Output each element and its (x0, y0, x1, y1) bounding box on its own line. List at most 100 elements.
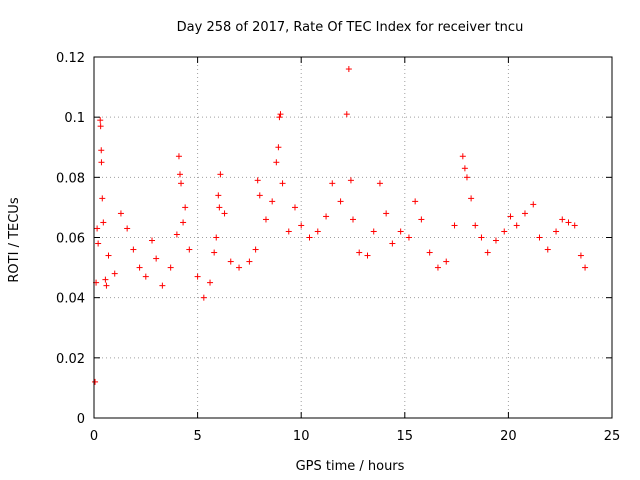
x-tick-label: 15 (397, 429, 414, 444)
data-point (175, 153, 182, 160)
data-point (182, 204, 189, 211)
chart-title: Day 258 of 2017, Rate Of TEC Index for r… (177, 20, 524, 35)
data-point (97, 123, 104, 130)
data-point (254, 177, 261, 184)
x-tick-label: 5 (193, 429, 201, 444)
data-point (97, 117, 104, 124)
data-point (364, 252, 371, 259)
data-point (117, 210, 124, 217)
data-point (559, 216, 566, 223)
data-point (389, 240, 396, 247)
data-point (577, 252, 584, 259)
data-point (167, 264, 174, 271)
axis-ticks: 0 0.02 0.04 0.06 0.08 0.1 0.12 0 5 10 15 20 25 (56, 51, 620, 444)
data-point (180, 219, 187, 226)
data-point (426, 249, 433, 256)
data-point (277, 111, 284, 118)
data-point (507, 213, 514, 220)
data-point (443, 258, 450, 265)
data-point (94, 225, 101, 232)
y-tick-label: 0.08 (56, 171, 85, 186)
data-point (200, 294, 207, 301)
data-point (279, 180, 286, 187)
data-point (252, 246, 259, 253)
data-point (582, 264, 589, 271)
data-point (178, 180, 185, 187)
data-point (194, 273, 201, 280)
data-point (269, 198, 276, 205)
data-point (345, 66, 352, 73)
data-point (434, 264, 441, 271)
data-point (472, 222, 479, 229)
data-point (521, 210, 528, 217)
data-point (530, 201, 537, 208)
data-point (236, 264, 243, 271)
data-point (323, 213, 330, 220)
data-point (102, 276, 109, 283)
y-tick-label: 0.1 (64, 111, 85, 126)
data-point (173, 231, 180, 238)
data-point (356, 249, 363, 256)
data-point (142, 273, 149, 280)
data-point (350, 216, 356, 223)
data-point (468, 195, 475, 202)
data-point (211, 249, 218, 256)
data-point (103, 282, 110, 289)
data-point (186, 246, 193, 253)
data-point (484, 249, 491, 256)
x-tick-label: 10 (293, 429, 310, 444)
data-point (149, 237, 156, 244)
data-point (451, 222, 458, 229)
data-point (130, 246, 137, 253)
x-tick-label: 25 (604, 429, 621, 444)
data-point (571, 222, 578, 229)
data-point (273, 159, 280, 166)
data-points (92, 66, 589, 385)
y-axis-label: ROTI / TECUs (7, 197, 22, 282)
data-point (256, 192, 263, 199)
data-point (544, 246, 551, 253)
data-point (463, 174, 470, 181)
data-point (337, 198, 344, 205)
data-point (501, 228, 508, 235)
data-point (492, 237, 499, 244)
data-point (306, 234, 313, 241)
data-point (565, 219, 572, 226)
data-point (98, 147, 105, 154)
data-point (227, 258, 234, 265)
x-tick-label: 20 (500, 429, 517, 444)
data-point (298, 222, 305, 229)
data-point (246, 258, 253, 265)
data-point (536, 234, 543, 241)
data-point (217, 171, 224, 178)
data-point (383, 210, 390, 217)
data-point (216, 204, 223, 211)
data-point (412, 198, 419, 205)
data-point (376, 180, 383, 187)
y-tick-label: 0.06 (56, 232, 85, 247)
y-tick-label: 0.02 (56, 352, 85, 367)
data-point (98, 159, 105, 166)
data-point (213, 234, 220, 241)
data-point (418, 216, 425, 223)
data-point (159, 282, 166, 289)
data-point (405, 234, 412, 241)
data-point (215, 192, 222, 199)
y-tick-label: 0.04 (56, 292, 85, 307)
data-point (276, 114, 283, 121)
x-axis-label: GPS time / hours (296, 459, 405, 474)
data-point (347, 177, 354, 184)
data-point (291, 204, 298, 211)
data-point (100, 219, 107, 226)
x-tick-label: 0 (90, 429, 98, 444)
data-point (105, 252, 112, 259)
data-point (153, 255, 160, 262)
data-point (461, 165, 468, 172)
data-point (397, 228, 404, 235)
data-point (275, 144, 282, 151)
data-point (111, 270, 118, 277)
y-tick-label: 0 (77, 412, 85, 427)
data-point (221, 210, 228, 217)
data-point (370, 228, 377, 235)
